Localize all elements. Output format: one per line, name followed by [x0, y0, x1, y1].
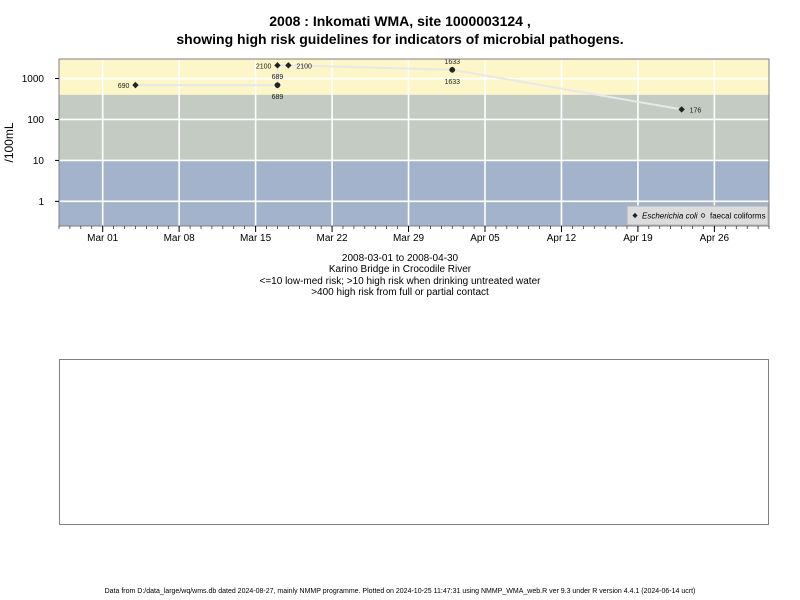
- y-axis: 1 10 100 1000: [22, 74, 59, 208]
- y-tick-label-2: 100: [27, 115, 44, 126]
- data-label-1-0: 689: [272, 74, 284, 81]
- y-tick-label-1: 10: [33, 156, 45, 167]
- data-label-1-1: 1633: [444, 59, 460, 66]
- point-0-2: [274, 62, 281, 69]
- data-label-0-2: 2100: [256, 63, 272, 70]
- x-tick-label-2: Mar 15: [240, 233, 272, 244]
- plot-frame: [58, 58, 770, 227]
- connecting-line: [135, 64, 682, 111]
- footer-note: Data from D:/data_large/wq/wms.db dated …: [104, 588, 696, 595]
- data-label-0-3: 2100: [296, 63, 312, 70]
- x-tick-label-8: Apr 26: [700, 233, 730, 244]
- chart-title-line2: showing high risk guidelines for indicat…: [176, 31, 624, 47]
- point-1-0: [274, 82, 281, 88]
- legend: Escherichia coli faecal coliforms: [626, 205, 769, 226]
- y-tick-label-3: 1000: [22, 74, 45, 85]
- data-label-0-0: 690: [118, 83, 130, 90]
- point-0-0: [132, 81, 139, 89]
- x-tick-label-0: Mar 01: [87, 233, 119, 244]
- grid-lines: [59, 59, 769, 226]
- legend-marker-ecoli: [632, 212, 638, 219]
- empty-plot-panel: [59, 359, 769, 525]
- data-label-0-1: 689: [272, 94, 284, 101]
- y-axis-label: /100mL: [2, 122, 16, 162]
- y-tick-label-0: 1: [38, 197, 44, 208]
- chart-title-line1: 2008 : Inkomati WMA, site 1000003124 ,: [269, 13, 531, 29]
- point-0-3: [285, 62, 292, 69]
- x-axis: Mar 01 Mar 08 Mar 15 Mar 22 Mar 29 Apr 05 Apr …: [58, 226, 770, 244]
- risk-note-contact: >400 high risk from full or partial cont…: [311, 287, 489, 298]
- x-tick-label-3: Mar 22: [317, 233, 349, 244]
- legend-box: [626, 205, 769, 226]
- site-name: Karino Bridge in Crocodile River: [328, 264, 472, 275]
- point-0-5: [678, 106, 685, 113]
- x-tick-label-6: Apr 12: [547, 233, 577, 244]
- data-label-0-5: 176: [690, 107, 702, 114]
- legend-marker-faecal: [700, 213, 706, 218]
- point-1-1: [449, 67, 456, 73]
- data-points: [132, 62, 685, 113]
- x-tick-label-4: Mar 29: [393, 233, 425, 244]
- series-line-ecoli: [135, 64, 682, 111]
- x-tick-label-5: Apr 05: [470, 233, 500, 244]
- data-label-0-4: 1633: [444, 79, 460, 86]
- x-tick-label-1: Mar 08: [164, 233, 196, 244]
- risk-note-drinking: <=10 low-med risk; >10 high risk when dr…: [259, 276, 541, 287]
- x-tick-label-7: Apr 19: [623, 233, 653, 244]
- risk-band-0: [59, 59, 769, 95]
- risk-band-1: [59, 94, 769, 161]
- legend-label-faecal: faecal coliforms: [710, 212, 766, 221]
- date-range: 2008-03-01 to 2008-04-30: [341, 253, 459, 264]
- risk-bands: [59, 59, 769, 226]
- legend-label-ecoli: Escherichia coli: [642, 212, 698, 221]
